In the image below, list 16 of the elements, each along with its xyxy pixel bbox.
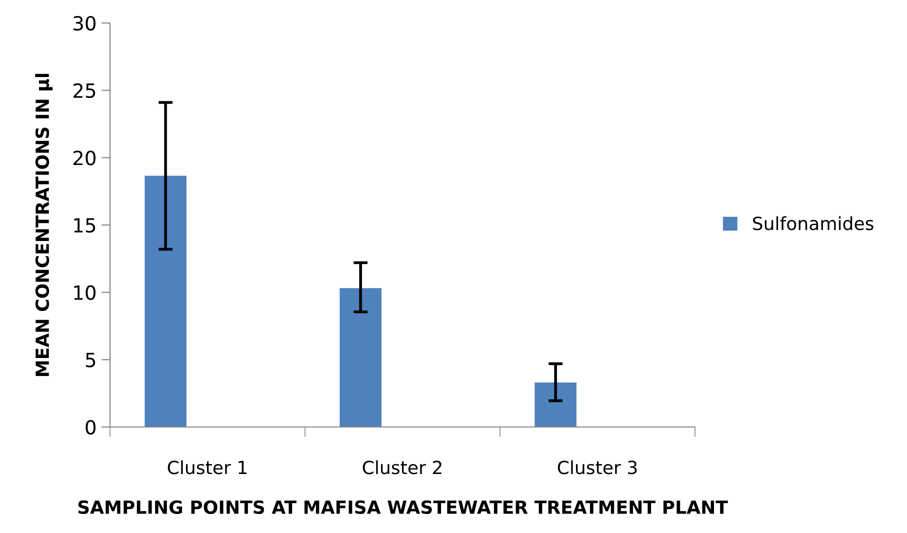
x-tick-label: Cluster 1	[168, 460, 246, 474]
x-tick-label: Cluster 3	[558, 460, 637, 474]
y-tick-label: 15	[74, 218, 96, 233]
bar	[144, 174, 188, 427]
y-tick-label: 25	[73, 83, 96, 98]
bar	[338, 287, 383, 427]
y-tick-label: 30	[74, 16, 96, 31]
x-tick-label: Cluster 2	[362, 460, 442, 474]
y-axis-title: MEAN CONCENTRATIONS IN μl	[35, 74, 53, 376]
bar	[534, 381, 578, 427]
y-tick-label: 20	[73, 150, 96, 166]
y-tick-label: 5	[86, 352, 96, 368]
y-tick-label: 10	[74, 285, 96, 300]
x-axis-title: SAMPLING POINTS AT MAFISA WASTEWATER TREATMENT PLANT	[78, 500, 728, 514]
legend-label: Sulfonamides	[753, 216, 874, 230]
y-tick-label: 0	[86, 420, 96, 435]
